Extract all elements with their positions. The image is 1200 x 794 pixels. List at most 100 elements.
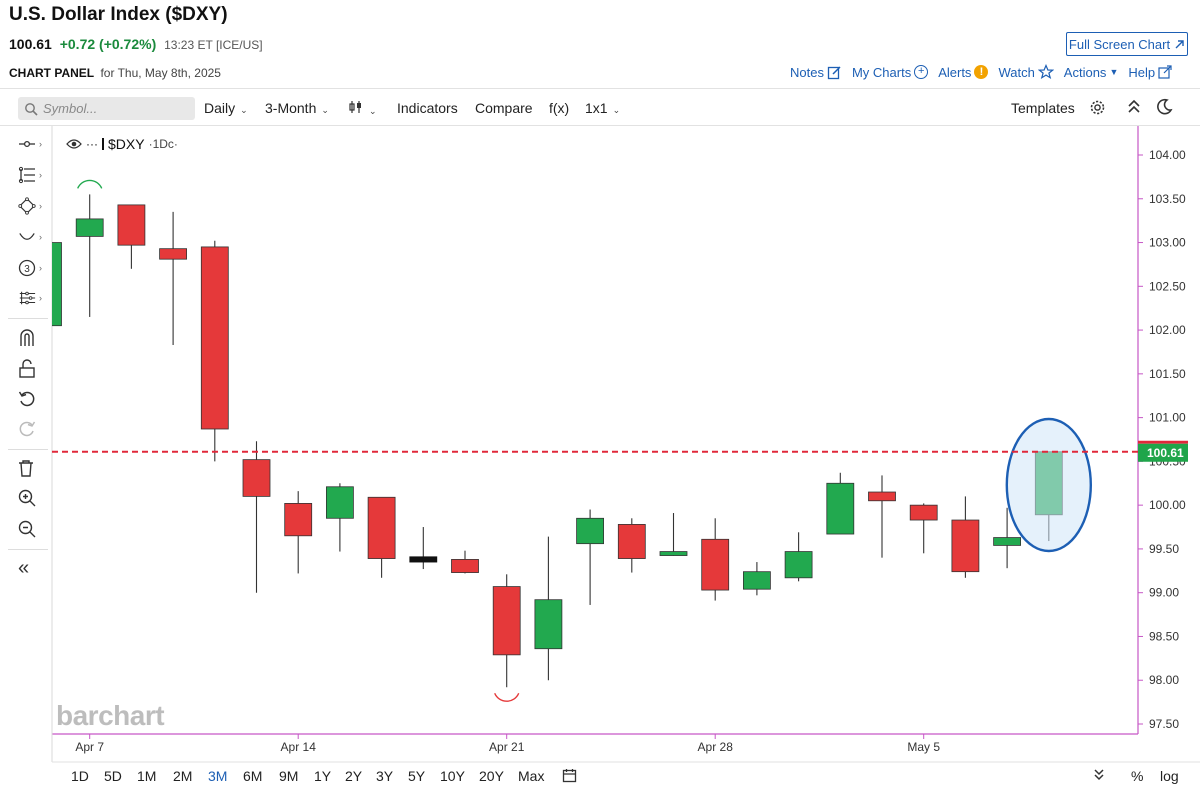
candle-body[interactable] [617, 524, 646, 559]
candle-body[interactable] [743, 571, 771, 590]
compare-button[interactable]: Compare [475, 100, 533, 116]
candle-body[interactable] [117, 204, 146, 246]
actions-menu[interactable]: Actions ▼ [1064, 65, 1119, 80]
curve-tool-button[interactable]: › [18, 226, 42, 248]
range-button-1d[interactable]: 1D [71, 768, 89, 784]
range-button-2m[interactable]: 2M [173, 768, 193, 784]
curve-icon [19, 233, 35, 240]
range-button-3m[interactable]: 3M [208, 768, 228, 784]
more-options-icon[interactable]: ··· [86, 137, 98, 151]
magnet-tool-button[interactable] [18, 327, 42, 349]
range-button-9m[interactable]: 9M [279, 768, 299, 784]
range-button-10y[interactable]: 10Y [440, 768, 465, 784]
full-screen-chart-button[interactable]: Full Screen Chart [1066, 32, 1188, 56]
candle-body[interactable] [868, 491, 896, 502]
candle-body[interactable] [701, 538, 730, 591]
candle-body[interactable] [784, 551, 813, 579]
candle-body[interactable] [325, 486, 354, 519]
layout-label: 1x1 [585, 100, 608, 116]
notes-link[interactable]: Notes [790, 65, 842, 80]
range-button-5d[interactable]: 5D [104, 768, 122, 784]
range-button-2y[interactable]: 2Y [345, 768, 363, 784]
help-link[interactable]: Help [1128, 65, 1172, 80]
search-icon [25, 102, 38, 116]
indicators-button[interactable]: Indicators [397, 100, 458, 116]
zoom-in-button[interactable] [18, 487, 42, 509]
collapse-tools-button[interactable]: « [18, 557, 42, 579]
eye-icon[interactable] [66, 138, 82, 150]
alert-icon: ! [974, 65, 989, 79]
my-charts-link[interactable]: My Charts + [852, 65, 929, 80]
chart-type-dropdown[interactable]: ⌄ [348, 100, 377, 117]
candle-body[interactable] [534, 599, 563, 650]
layout-dropdown[interactable]: 1x1 ⌄ [585, 100, 620, 116]
watch-link[interactable]: Watch [998, 64, 1054, 80]
candle-body[interactable] [909, 504, 938, 521]
collapse-button[interactable] [1126, 98, 1142, 118]
fibonacci-tool-button[interactable]: › [18, 164, 42, 186]
candle-body[interactable] [993, 537, 1021, 546]
zoom-out-button[interactable] [18, 518, 42, 540]
range-button-1m[interactable]: 1M [137, 768, 157, 784]
y-tick-label: 102.50 [1149, 279, 1186, 293]
log-scale-button[interactable]: log [1160, 768, 1179, 784]
count-tool-button[interactable]: 3 › [18, 257, 42, 279]
x-tick-label: Apr 21 [489, 740, 525, 754]
x-tick-label: Apr 7 [75, 740, 104, 754]
dark-mode-toggle[interactable] [1156, 98, 1173, 118]
candle-body[interactable] [242, 459, 271, 497]
candle-body[interactable] [951, 519, 980, 573]
period-dropdown[interactable]: 3-Month ⌄ [265, 100, 329, 116]
delete-drawings-button[interactable] [18, 457, 42, 479]
line-tool-button[interactable]: › [18, 133, 42, 155]
candle-body[interactable] [75, 218, 104, 237]
settings-button[interactable] [1089, 99, 1106, 119]
chevron-down-icon: ⌄ [369, 106, 377, 116]
undo-button[interactable] [18, 388, 42, 410]
range-button-1y[interactable]: 1Y [314, 768, 332, 784]
symbol-title: U.S. Dollar Index ($DXY) [9, 4, 228, 25]
range-button-3y[interactable]: 3Y [376, 768, 394, 784]
chevron-right-icon: › [39, 201, 42, 211]
lock-tool-button[interactable] [18, 358, 42, 380]
percent-scale-button[interactable]: % [1131, 768, 1144, 784]
y-tick-label: 97.50 [1149, 717, 1179, 731]
candle-body[interactable] [826, 482, 855, 535]
candle-body[interactable] [659, 551, 688, 556]
range-bar: 1D 5D 1M 2M 3M 6M 9M 1Y 2Y 3Y 5Y 10Y 20Y Max % log [0, 763, 1200, 791]
fx-button[interactable]: f(x) [549, 100, 570, 116]
tool-divider [8, 449, 48, 450]
legend-symbol: $DXY [108, 136, 145, 152]
pattern-tool-button[interactable]: › [18, 287, 42, 309]
range-button-5y[interactable]: 5Y [408, 768, 426, 784]
redo-button[interactable] [18, 418, 42, 440]
candle-body[interactable] [409, 556, 438, 563]
range-button-6m[interactable]: 6M [243, 768, 263, 784]
range-button-max[interactable]: Max [518, 768, 545, 784]
candle-body[interactable] [159, 248, 188, 260]
expand-bottom-button[interactable] [1093, 768, 1105, 784]
candle-body[interactable] [35, 242, 62, 327]
alerts-link[interactable]: Alerts ! [938, 65, 989, 80]
actions-label: Actions [1063, 64, 1107, 80]
x-tick-label: Apr 14 [281, 740, 317, 754]
tool-divider [8, 549, 48, 550]
symbol-search-box[interactable]: Symbol... [18, 97, 195, 120]
interval-dropdown[interactable]: Daily ⌄ [204, 100, 248, 116]
shape-tool-button[interactable]: › [18, 195, 42, 217]
plus-circle-icon: + [914, 65, 929, 79]
candle-body[interactable] [492, 586, 521, 656]
candle-body[interactable] [367, 496, 396, 559]
y-tick-label: 103.50 [1149, 192, 1186, 206]
candle-body[interactable] [451, 559, 479, 573]
range-button-20y[interactable]: 20Y [479, 768, 504, 784]
date-range-button[interactable] [562, 768, 577, 786]
candle-body[interactable] [576, 517, 604, 545]
templates-button[interactable]: Templates [1011, 100, 1075, 116]
candle-body[interactable] [200, 246, 229, 430]
candle-body[interactable] [284, 503, 313, 537]
chevron-down-icon: ⌄ [240, 105, 248, 115]
chart-toolbar: Symbol... Daily ⌄ 3-Month ⌄ ⌄ Indicators C… [0, 88, 1200, 126]
chevron-right-icon: › [39, 293, 42, 303]
